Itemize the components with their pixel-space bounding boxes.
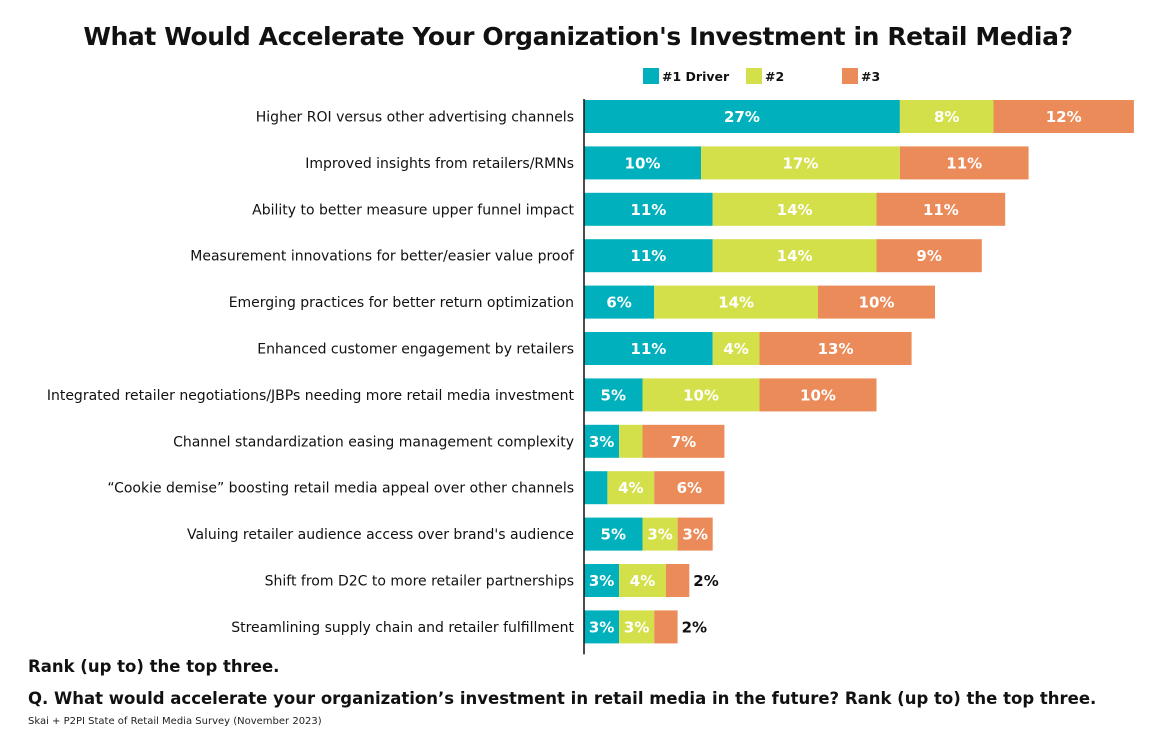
bar-segment — [584, 564, 620, 597]
data-label: 2% — [682, 618, 707, 636]
bar-segment — [759, 378, 877, 412]
bar-segment — [818, 285, 935, 319]
data-label: 3% — [682, 526, 707, 544]
bar-segment — [712, 192, 877, 226]
data-label: 12% — [1046, 108, 1082, 126]
bar-segment — [584, 378, 643, 412]
category-label: Valuing retailer audience access over br… — [187, 527, 574, 543]
bar-segment — [654, 285, 818, 319]
legend-swatch — [643, 68, 659, 84]
data-label: 14% — [777, 247, 813, 265]
category-label: Emerging practices for better return opt… — [229, 295, 574, 311]
data-label: 11% — [630, 340, 666, 358]
stacked-bar-chart: #1 Driver #2 #3 Higher ROI versus other adv… — [47, 68, 1134, 655]
bar-segment — [584, 146, 701, 180]
legend-swatch — [746, 68, 762, 84]
source-note: Skai + P2PI State of Retail Media Survey… — [28, 716, 322, 727]
data-label: 11% — [923, 201, 959, 219]
bar-segment — [584, 332, 713, 365]
category-label: Enhanced customer engagement by retailer… — [257, 342, 574, 358]
chart-title: What Would Accelerate Your Organization'… — [83, 22, 1073, 51]
bar-segment — [642, 378, 760, 412]
bar-segment — [584, 610, 620, 644]
bar-segment — [642, 424, 725, 458]
legend-label: #3 — [861, 69, 880, 84]
bar-segment — [619, 564, 666, 597]
data-label: 6% — [606, 294, 631, 312]
data-label: 9% — [916, 247, 941, 265]
bar-segment — [642, 517, 678, 551]
bar-segment — [584, 239, 713, 273]
data-label: 27% — [724, 108, 760, 126]
bar-segment — [712, 332, 760, 365]
category-label: Higher ROI versus other advertising chan… — [256, 110, 574, 126]
data-label: 4% — [723, 340, 748, 358]
data-label: 17% — [782, 154, 818, 172]
data-label: 3% — [589, 572, 614, 590]
data-label: 14% — [718, 294, 754, 312]
bar-segment — [993, 100, 1134, 133]
category-label: Shift from D2C to more retailer partners… — [265, 574, 574, 590]
data-label: 10% — [683, 386, 719, 404]
category-label: Channel standardization easing managemen… — [173, 434, 574, 450]
bar-segment — [584, 471, 608, 505]
bar-segment — [584, 192, 713, 226]
bar-segment — [899, 100, 994, 133]
legend-label: #1 Driver — [662, 69, 730, 84]
data-label: 10% — [800, 386, 836, 404]
footnote-rank: Rank (up to) the top three. — [28, 657, 280, 676]
bar-segment — [665, 564, 690, 597]
data-label: 4% — [618, 479, 643, 497]
bar-segment — [654, 610, 678, 644]
category-label: Integrated retailer negotiations/JBPs ne… — [47, 388, 575, 404]
bar-segment — [584, 285, 655, 319]
category-label: Ability to better measure upper funnel i… — [252, 202, 574, 218]
legend-swatch — [842, 68, 858, 84]
data-label: 2% — [693, 572, 718, 590]
bar-segment — [759, 332, 912, 365]
category-label: Measurement innovations for better/easie… — [190, 249, 575, 265]
data-label: 8% — [934, 108, 959, 126]
bar-segment — [619, 610, 655, 644]
data-label: 11% — [630, 201, 666, 219]
legend-label: #2 — [765, 69, 784, 84]
category-label: Improved insights from retailers/RMNs — [305, 156, 574, 172]
data-label: 6% — [677, 479, 702, 497]
data-label: 11% — [946, 154, 982, 172]
data-label: 10% — [859, 294, 895, 312]
data-label: 14% — [777, 201, 813, 219]
data-label: 10% — [625, 154, 661, 172]
category-label: Streamlining supply chain and retailer f… — [231, 620, 574, 636]
bar-segment — [619, 424, 643, 458]
data-label: 5% — [601, 386, 626, 404]
bar-segment — [712, 239, 877, 273]
bar-segment — [584, 424, 620, 458]
bar-segment — [876, 192, 1006, 226]
data-label: 7% — [671, 433, 696, 451]
category-label: “Cookie demise” boosting retail media ap… — [107, 481, 574, 497]
bar-segment — [701, 146, 900, 180]
bar-segment — [584, 100, 900, 133]
data-label: 4% — [630, 572, 655, 590]
footnote-question: Q. What would accelerate your organizati… — [28, 689, 1097, 708]
data-label: 13% — [818, 340, 854, 358]
bar-segment — [876, 239, 982, 273]
data-label: 3% — [647, 526, 672, 544]
data-label: 3% — [624, 618, 649, 636]
data-label: 3% — [589, 618, 614, 636]
data-label: 5% — [601, 526, 626, 544]
bar-segment — [899, 146, 1029, 180]
bar-segment — [607, 471, 655, 505]
data-label: 3% — [589, 433, 614, 451]
data-label: 11% — [630, 247, 666, 265]
bar-segment — [654, 471, 725, 505]
bar-segment — [584, 517, 643, 551]
bar-segment — [677, 517, 713, 551]
